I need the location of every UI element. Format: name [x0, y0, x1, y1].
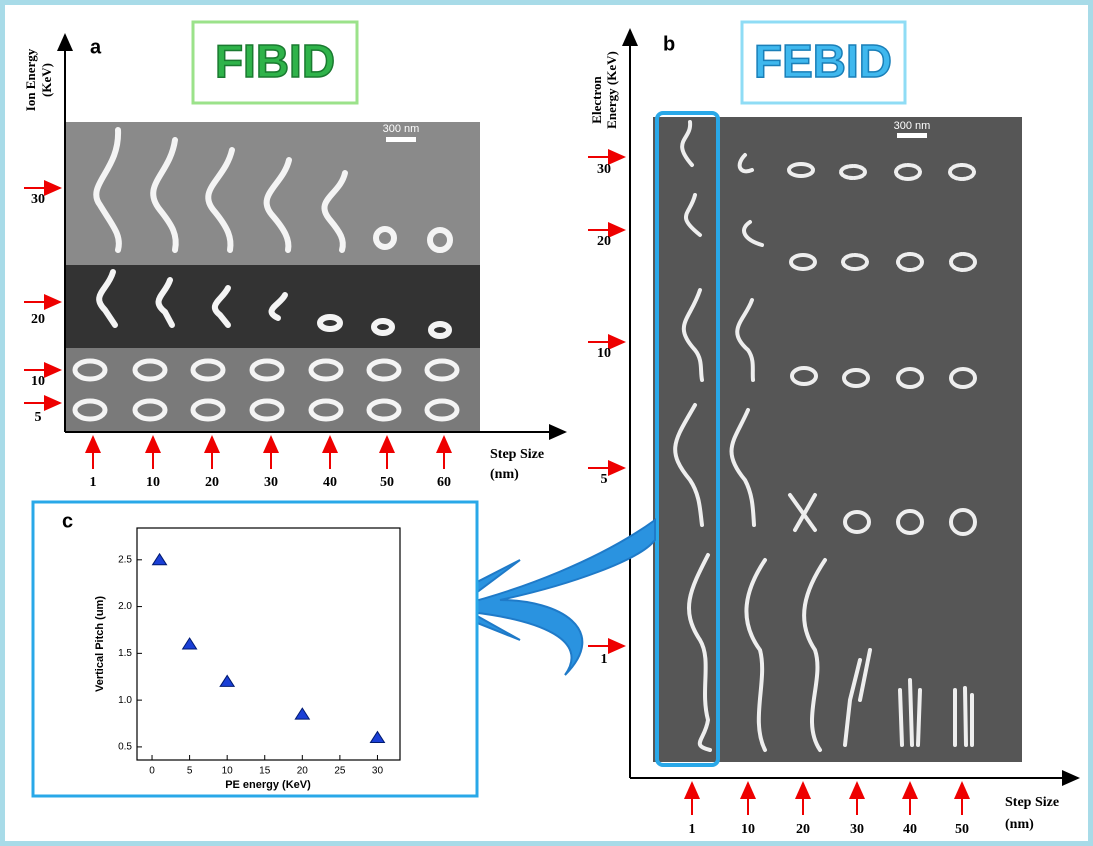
panel-title: FIBID — [215, 35, 335, 87]
y-tick-label: 20 — [31, 312, 45, 327]
y-tick-label: 30 — [31, 192, 45, 207]
y-tick-label: 10 — [31, 374, 45, 389]
x-tick-label: 30 — [372, 766, 384, 777]
y-tick-label: 1 — [601, 652, 608, 667]
x-tick-label: 10 — [146, 475, 160, 490]
y-tick-label: 0.5 — [118, 742, 132, 753]
y-tick-label: 30 — [597, 162, 611, 177]
sem-images-b — [653, 113, 1022, 765]
x-tick-label: 50 — [955, 822, 969, 837]
panel-label: a — [90, 36, 102, 58]
x-tick-label: 30 — [264, 475, 278, 490]
x-tick-label: 10 — [222, 766, 234, 777]
y-axis-label: Energy (KeV) — [604, 51, 619, 129]
panel-label: c — [62, 510, 73, 532]
y-tick-label: 2.0 — [118, 601, 132, 612]
x-axis-label: Step Size — [490, 447, 544, 462]
x-tick-label: 1 — [90, 475, 97, 490]
x-tick-label: 50 — [380, 475, 394, 490]
y-tick-label: 1.5 — [118, 648, 132, 659]
x-axis-label: (nm) — [490, 467, 519, 482]
y-axis-label: Electron — [589, 76, 604, 124]
x-tick-label: 40 — [323, 475, 337, 490]
panel-label: b — [663, 33, 675, 55]
x-tick-label: 25 — [334, 766, 346, 777]
x-tick-label: 60 — [437, 475, 451, 490]
x-axis-label: Step Size — [1005, 795, 1059, 810]
y-tick-label: 1.0 — [118, 695, 132, 706]
x-tick-label: 40 — [903, 822, 917, 837]
x-tick-label: 30 — [850, 822, 864, 837]
x-tick-label: 5 — [187, 766, 193, 777]
x-axis-label: (nm) — [1005, 817, 1034, 832]
y-tick-label: 5 — [601, 472, 608, 487]
y-tick-label: 2.5 — [118, 554, 132, 565]
x-tick-label: 0 — [149, 766, 155, 777]
y-axis-label: Vertical Pitch (um) — [94, 596, 106, 692]
x-tick-label: 20 — [205, 475, 219, 490]
panel-title: FEBID — [754, 35, 892, 87]
y-tick-label: 5 — [35, 410, 42, 425]
x-tick-label: 15 — [259, 766, 271, 777]
y-axis-label: Ion Energy — [23, 48, 38, 111]
x-tick-label: 1 — [689, 822, 696, 837]
x-tick-label: 10 — [741, 822, 755, 837]
x-tick-label: 20 — [297, 766, 309, 777]
y-tick-label: 10 — [597, 346, 611, 361]
sem-images-a — [65, 122, 480, 432]
figure: 300 nm a FIBID Ion Energy (KeV) Step Siz… — [0, 0, 1093, 846]
x-axis-label: PE energy (KeV) — [225, 779, 311, 791]
y-tick-label: 20 — [597, 234, 611, 249]
scale-bar-label: 300 nm — [894, 120, 931, 132]
x-tick-label: 20 — [796, 822, 810, 837]
scale-bar-label: 300 nm — [383, 123, 420, 135]
y-axis-label: (KeV) — [39, 63, 54, 97]
